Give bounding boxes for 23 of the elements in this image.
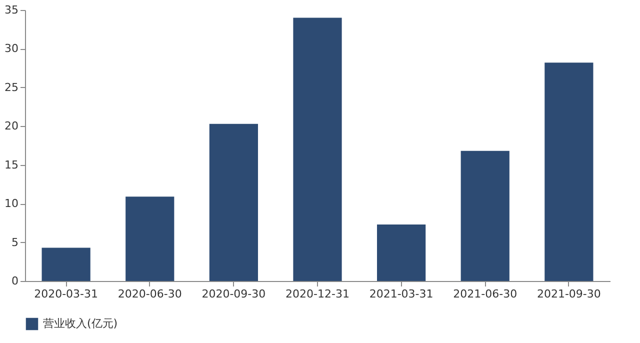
y-tick-label: 25 [4, 80, 18, 94]
y-tick-label: 0 [12, 274, 18, 288]
bar [126, 196, 174, 281]
bar [293, 18, 342, 281]
x-tick-label: 2020-12-31 [286, 288, 350, 300]
x-tick-label: 2020-03-31 [34, 288, 98, 300]
x-tick-label: 2021-03-31 [369, 288, 434, 300]
y-tick-label: 35 [4, 4, 18, 16]
y-tick-label: 5 [12, 236, 18, 249]
y-tick-label: 10 [4, 197, 18, 210]
bar [42, 248, 90, 281]
x-tick-label: 2020-06-30 [118, 288, 182, 300]
x-tick-label: 2021-06-30 [453, 288, 518, 300]
bar [377, 224, 426, 281]
x-tick-label: 2021-09-30 [536, 288, 601, 300]
x-tick-label: 2020-09-30 [202, 288, 266, 300]
y-tick-label: 20 [4, 120, 18, 133]
bar [209, 124, 258, 281]
bar [544, 62, 594, 281]
y-tick-label: 30 [4, 42, 18, 56]
y-tick-label: 15 [4, 158, 18, 172]
legend-label: 营业收入(亿元) [43, 317, 118, 330]
bar [460, 150, 510, 281]
